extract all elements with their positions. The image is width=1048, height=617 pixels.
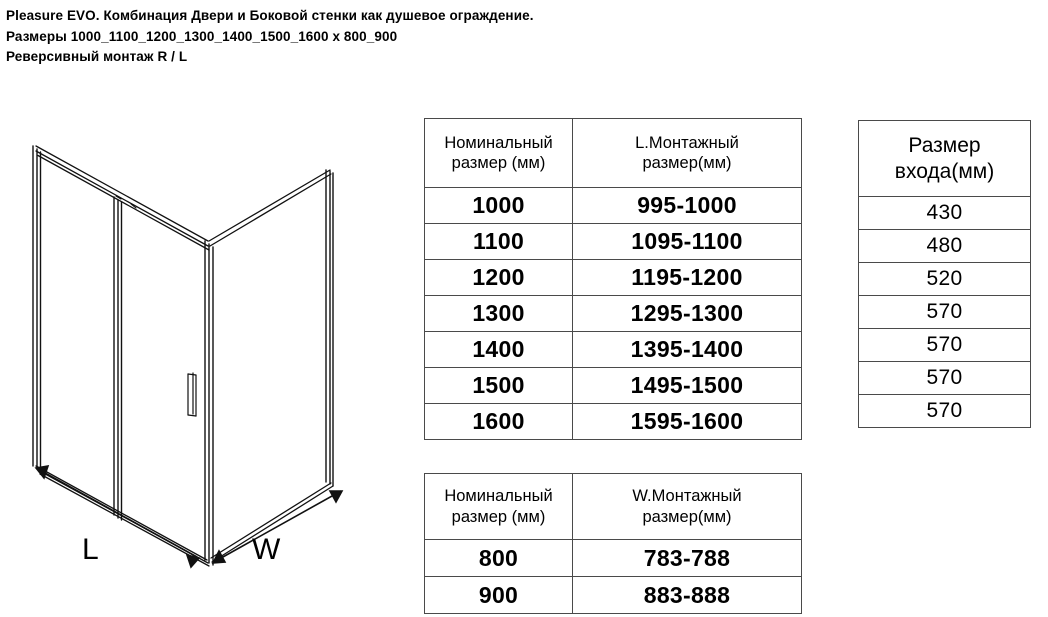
header-line-1: Размер [908,133,981,157]
cell-entrance-size: 480 [858,229,1031,263]
table-row: 570 [858,328,1031,362]
table-header-row: Размер входа(мм) [858,120,1031,197]
document-header: Pleasure EVO. Комбинация Двери и Боковой… [6,6,846,68]
table-row: 1400 1395-1400 [424,331,802,368]
cell-mounting: 1195-1200 [572,259,802,296]
cell-entrance-size: 570 [858,328,1031,362]
table-row: 570 [858,295,1031,329]
cell-entrance-size: 520 [858,262,1031,296]
entrance-size-table: Размер входа(мм) 430 480 520 570 570 570… [858,120,1031,428]
column-header-mounting-length: L.Монтажный размер(мм) [572,118,802,188]
table-row: 570 [858,361,1031,395]
header-line-2: размер (мм) [451,507,546,526]
enclosure-isometric-svg [32,145,344,569]
header-line-2: размер (мм) [451,154,546,172]
dimension-arrow-width [211,490,344,564]
cell-mounting: 1395-1400 [572,331,802,368]
column-header-mounting-width: W.Монтажный размер(мм) [572,473,802,540]
cell-nominal: 1100 [424,223,573,260]
cell-mounting: 1295-1300 [572,295,802,332]
cell-mounting: 1095-1100 [572,223,802,260]
table-row: 480 [858,229,1031,263]
cell-nominal: 1400 [424,331,573,368]
header-mounting-line: Реверсивный монтаж R / L [6,49,188,64]
table-row: 1200 1195-1200 [424,259,802,296]
cell-nominal: 1300 [424,295,573,332]
table-row: 1300 1295-1300 [424,295,802,332]
post-side-rear [325,169,334,487]
dimension-label-width: W [252,533,281,566]
shower-enclosure-drawing: L W [0,110,400,600]
table-row: 1100 1095-1100 [424,223,802,260]
table-row: 900 883-888 [424,576,802,614]
cell-mounting: 1595-1600 [572,403,802,440]
cell-entrance-size: 430 [858,196,1031,230]
rail-fixings [115,195,137,209]
header-line-2: размер(мм) [642,154,732,172]
dimension-label-length: L [82,533,99,566]
header-title-line: Pleasure EVO. Комбинация Двери и Боковой… [6,8,534,23]
column-header-entrance-size: Размер входа(мм) [858,120,1031,197]
top-rail-front [35,145,210,251]
cell-mounting: 995-1000 [572,187,802,224]
cell-mounting: 783-788 [572,539,802,577]
table-row: 570 [858,394,1031,428]
table-row: 1500 1495-1500 [424,367,802,404]
column-header-nominal: Номинальный размер (мм) [424,473,573,540]
dimension-arrow-length [34,464,201,569]
door-handle [187,372,197,417]
post-front-left [32,145,42,473]
cell-mounting: 883-888 [572,576,802,614]
header-line-1: Номинальный [444,133,553,152]
cell-nominal: 1600 [424,403,573,440]
cell-nominal: 900 [424,576,573,614]
length-dimension-table: Номинальный размер (мм) L.Монтажный разм… [424,118,802,440]
top-rail-side [208,169,332,247]
column-header-nominal: Номинальный размер (мм) [424,118,573,188]
table-row: 1600 1595-1600 [424,403,802,440]
post-door-divider [113,196,123,521]
table-header-row: Номинальный размер (мм) W.Монтажный разм… [424,473,802,540]
table-header-row: Номинальный размер (мм) L.Монтажный разм… [424,118,802,188]
width-dimension-table: Номинальный размер (мм) W.Монтажный разм… [424,473,802,614]
header-line-1: Номинальный [444,487,553,506]
header-sizes-line: Размеры 1000_1100_1200_1300_1400_1500_16… [6,28,398,44]
cell-entrance-size: 570 [858,295,1031,329]
bottom-rail-side [210,482,334,563]
table-row: 520 [858,262,1031,296]
header-line-2: размер(мм) [642,507,732,526]
table-row: 1000 995-1000 [424,187,802,224]
table-row: 800 783-788 [424,539,802,577]
cell-nominal: 800 [424,539,573,577]
header-line-1: W.Монтажный [632,487,742,506]
post-corner [204,240,214,566]
cell-mounting: 1495-1500 [572,367,802,404]
cell-entrance-size: 570 [858,361,1031,395]
header-line-1: L.Монтажный [635,133,739,152]
cell-nominal: 1200 [424,259,573,296]
cell-entrance-size: 570 [858,394,1031,428]
table-row: 430 [858,196,1031,230]
cell-nominal: 1000 [424,187,573,224]
cell-nominal: 1500 [424,367,573,404]
header-line-2: входа(мм) [894,159,995,183]
